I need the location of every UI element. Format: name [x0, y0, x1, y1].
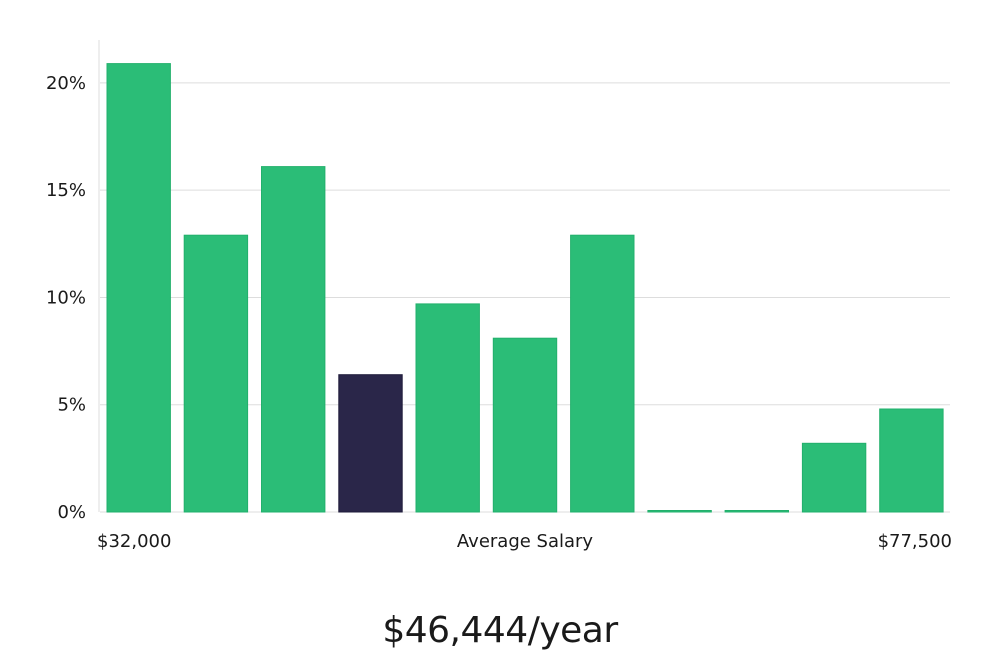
salary-histogram: 0% 5% 10% 15% 20% $32,000 Average Salary $77… [46, 40, 952, 552]
y-tick-label: 5% [57, 395, 86, 416]
bars [106, 63, 944, 513]
bar [570, 234, 635, 513]
x-max-label: $77,500 [878, 531, 952, 552]
bar [801, 442, 867, 513]
y-tick-label: 0% [57, 502, 86, 523]
average-salary-headline: $46,444/year [382, 610, 618, 651]
y-tick-label: 10% [46, 287, 86, 308]
x-axis-title: Average Salary [457, 531, 594, 552]
bar [415, 303, 480, 513]
bar [647, 510, 712, 513]
bar [492, 337, 558, 513]
y-tick-label: 20% [46, 73, 86, 94]
y-tick-label: 15% [46, 180, 86, 201]
bar [879, 408, 944, 513]
bar [261, 166, 326, 513]
bar [183, 234, 249, 513]
highlighted-bar [338, 374, 403, 513]
x-min-label: $32,000 [97, 531, 171, 552]
bar [106, 63, 171, 513]
y-axis-ticks: 0% 5% 10% 15% 20% [46, 73, 86, 523]
bar [724, 510, 789, 513]
